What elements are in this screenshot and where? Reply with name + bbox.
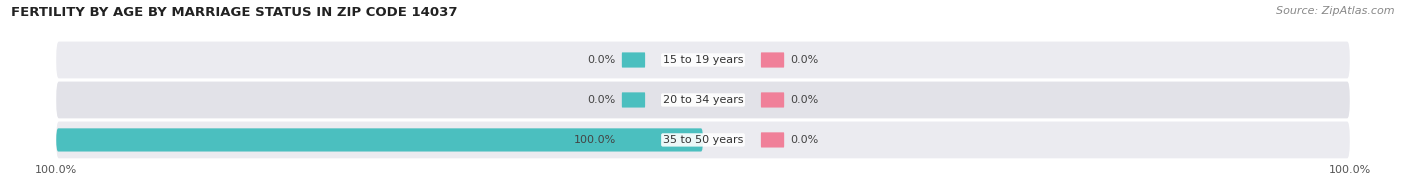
FancyBboxPatch shape (761, 92, 785, 108)
Text: 0.0%: 0.0% (790, 55, 818, 65)
FancyBboxPatch shape (56, 82, 1350, 118)
FancyBboxPatch shape (621, 52, 645, 68)
FancyBboxPatch shape (621, 92, 645, 108)
Text: Source: ZipAtlas.com: Source: ZipAtlas.com (1277, 6, 1395, 16)
FancyBboxPatch shape (761, 52, 785, 68)
Text: 100.0%: 100.0% (574, 135, 616, 145)
FancyBboxPatch shape (56, 122, 1350, 158)
FancyBboxPatch shape (761, 132, 785, 148)
FancyBboxPatch shape (56, 42, 1350, 78)
Text: 0.0%: 0.0% (790, 135, 818, 145)
Text: 0.0%: 0.0% (588, 55, 616, 65)
Text: 15 to 19 years: 15 to 19 years (662, 55, 744, 65)
Text: 0.0%: 0.0% (790, 95, 818, 105)
Text: FERTILITY BY AGE BY MARRIAGE STATUS IN ZIP CODE 14037: FERTILITY BY AGE BY MARRIAGE STATUS IN Z… (11, 6, 458, 19)
FancyBboxPatch shape (56, 128, 703, 152)
Text: 20 to 34 years: 20 to 34 years (662, 95, 744, 105)
Text: 0.0%: 0.0% (588, 95, 616, 105)
Text: 35 to 50 years: 35 to 50 years (662, 135, 744, 145)
FancyBboxPatch shape (621, 132, 645, 148)
